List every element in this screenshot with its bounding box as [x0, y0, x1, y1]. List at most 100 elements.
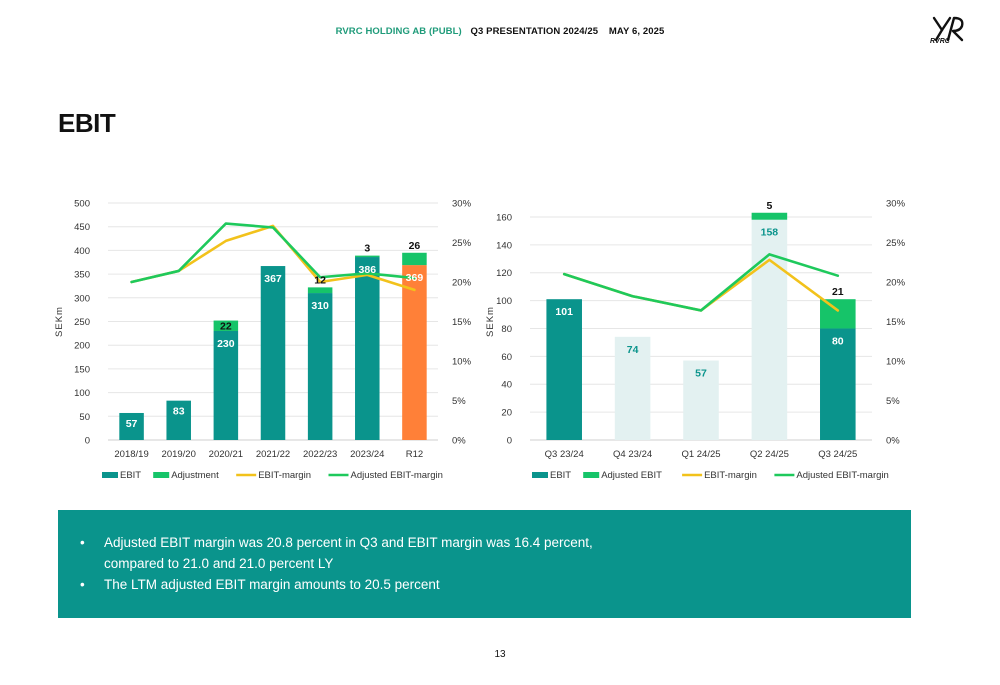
ebit-data-label: 230 — [217, 338, 235, 350]
ebit-data-label: 80 — [832, 335, 844, 347]
adjusted-ebit-margin-line — [562, 253, 840, 312]
x-tick-label: Q2 24/25 — [750, 449, 789, 460]
ebit-bar — [820, 328, 856, 440]
ebit-data-label: 367 — [264, 273, 282, 285]
ebit-bar — [307, 293, 333, 440]
commentary-box: • Adjusted EBIT margin was 20.8 percent … — [58, 510, 911, 618]
y2-tick-label: 20% — [452, 278, 472, 289]
y-tick-label: 450 — [74, 222, 90, 233]
y-tick-label: 160 — [496, 212, 512, 223]
y2-tick-label: 10% — [452, 357, 472, 368]
ebit-bar — [402, 265, 427, 440]
y-tick-label: 400 — [74, 246, 90, 257]
ebit-bar — [546, 299, 582, 440]
adjustment-bar — [213, 320, 239, 331]
quarterly-ebit-chart: 0 20 40 60 80 100 120 140 160 0% 5% 10% 15% 20% 25% 30%… — [485, 199, 906, 482]
y-tick-label: 0 — [85, 436, 90, 447]
rvrc-logo-icon — [932, 16, 964, 42]
y-axis-label: SEKm — [485, 306, 496, 337]
y-tick-label: 40 — [501, 380, 512, 391]
adjustment-data-label: 5 — [766, 200, 772, 212]
ebit-bar — [614, 336, 651, 440]
ebit-bar — [260, 266, 286, 440]
y-tick-label: 300 — [74, 293, 90, 304]
ebit-bar — [355, 257, 380, 440]
adjustment-bar — [751, 212, 788, 220]
x-tick-label: 2018/19 — [114, 449, 148, 460]
ebit-data-label: 369 — [406, 272, 424, 284]
adjustment-data-label: 12 — [314, 274, 326, 286]
x-tick-label: 2023/24 — [350, 449, 384, 460]
legend-label: Adjusted EBIT — [601, 470, 662, 481]
ebit-data-label: 101 — [555, 306, 573, 318]
y-tick-label: 350 — [74, 270, 90, 281]
y2-tick-label: 25% — [886, 238, 906, 249]
y-tick-label: 50 — [79, 412, 90, 423]
ebit-data-label: 57 — [126, 418, 138, 430]
legend-label: Adjusted EBIT-margin — [796, 470, 888, 481]
ebit-margin-line — [562, 258, 840, 312]
ebit-data-label: 386 — [359, 264, 377, 276]
x-tick-label: Q1 24/25 — [681, 449, 720, 460]
commentary-text-3: The LTM adjusted EBIT margin amounts to … — [104, 577, 440, 592]
page-title: EBIT — [58, 108, 116, 138]
y2-tick-label: 25% — [452, 238, 472, 249]
y2-tick-label: 30% — [886, 199, 906, 210]
legend-swatch — [583, 472, 600, 478]
x-tick-label: Q3 24/25 — [818, 449, 857, 460]
y2-tick-label: 10% — [886, 357, 906, 368]
y-tick-label: 200 — [74, 341, 90, 352]
legend-swatch — [153, 472, 170, 478]
adjustment-data-label: 26 — [409, 240, 421, 252]
annual-ebit-chart: 0 50 100 150 200 250 300 350 400 450 500 0% 5% 10% 15%… — [54, 199, 472, 482]
presentation-date: MAY 6, 2025 — [608, 26, 665, 37]
adjustment-bar — [355, 255, 380, 258]
bullet-icon: • — [80, 577, 85, 592]
page-number: 13 — [494, 649, 506, 660]
ebit-bar — [166, 400, 191, 440]
adjusted-ebit-margin-line — [130, 222, 416, 284]
y2-tick-label: 15% — [452, 317, 472, 328]
y-axis-label: SEKm — [54, 306, 65, 337]
legend-label: EBIT-margin — [258, 470, 311, 481]
legend-label: Adjustment — [171, 470, 219, 481]
bullet-icon: • — [80, 535, 85, 550]
x-tick-label: 2022/23 — [303, 449, 337, 460]
y2-tick-label: 20% — [886, 278, 906, 289]
adjustment-data-label: 21 — [832, 286, 844, 298]
ebit-bar — [683, 360, 719, 440]
y2-tick-label: 0% — [452, 436, 466, 447]
x-tick-label: R12 — [406, 449, 423, 460]
legend-swatch — [102, 472, 118, 478]
y-tick-label: 80 — [501, 324, 512, 335]
x-tick-label: 2020/21 — [209, 449, 243, 460]
commentary-text-1: Adjusted EBIT margin was 20.8 percent in… — [104, 535, 593, 550]
legend-label: EBIT — [120, 470, 141, 481]
x-tick-label: 2019/20 — [162, 449, 196, 460]
ebit-bar — [213, 330, 239, 440]
presentation-header: RVRC HOLDING AB (PUBL) Q3 PRESENTATION 2… — [0, 26, 1000, 37]
adjustment-data-label: 22 — [220, 321, 232, 333]
x-tick-label: Q4 23/24 — [613, 449, 652, 460]
ebit-bar — [119, 412, 144, 440]
legend-label: Adjusted EBIT-margin — [351, 470, 443, 481]
y-tick-label: 120 — [496, 268, 512, 279]
y2-tick-label: 5% — [452, 396, 466, 407]
y2-tick-label: 15% — [886, 317, 906, 328]
y-tick-label: 60 — [501, 352, 512, 363]
adjustment-bar — [820, 299, 856, 329]
y-tick-label: 0 — [507, 436, 512, 447]
commentary-bullet-2: • The LTM adjusted EBIT margin amounts t… — [80, 574, 911, 595]
ebit-data-label: 74 — [627, 344, 639, 356]
commentary-continuation: compared to 21.0 and 21.0 percent LY — [80, 553, 911, 574]
legend-swatch — [532, 472, 548, 478]
legend-label: EBIT — [550, 470, 571, 481]
adjustment-data-label: 3 — [364, 243, 370, 255]
ebit-data-label: 158 — [761, 227, 779, 239]
company-name: RVRC HOLDING AB (PUBL) — [335, 26, 462, 37]
y-tick-label: 100 — [496, 296, 512, 307]
x-tick-label: 2021/22 — [256, 449, 290, 460]
ebit-data-label: 310 — [311, 300, 329, 312]
y2-tick-label: 30% — [452, 199, 472, 210]
commentary-bullet-1: • Adjusted EBIT margin was 20.8 percent … — [80, 532, 911, 553]
